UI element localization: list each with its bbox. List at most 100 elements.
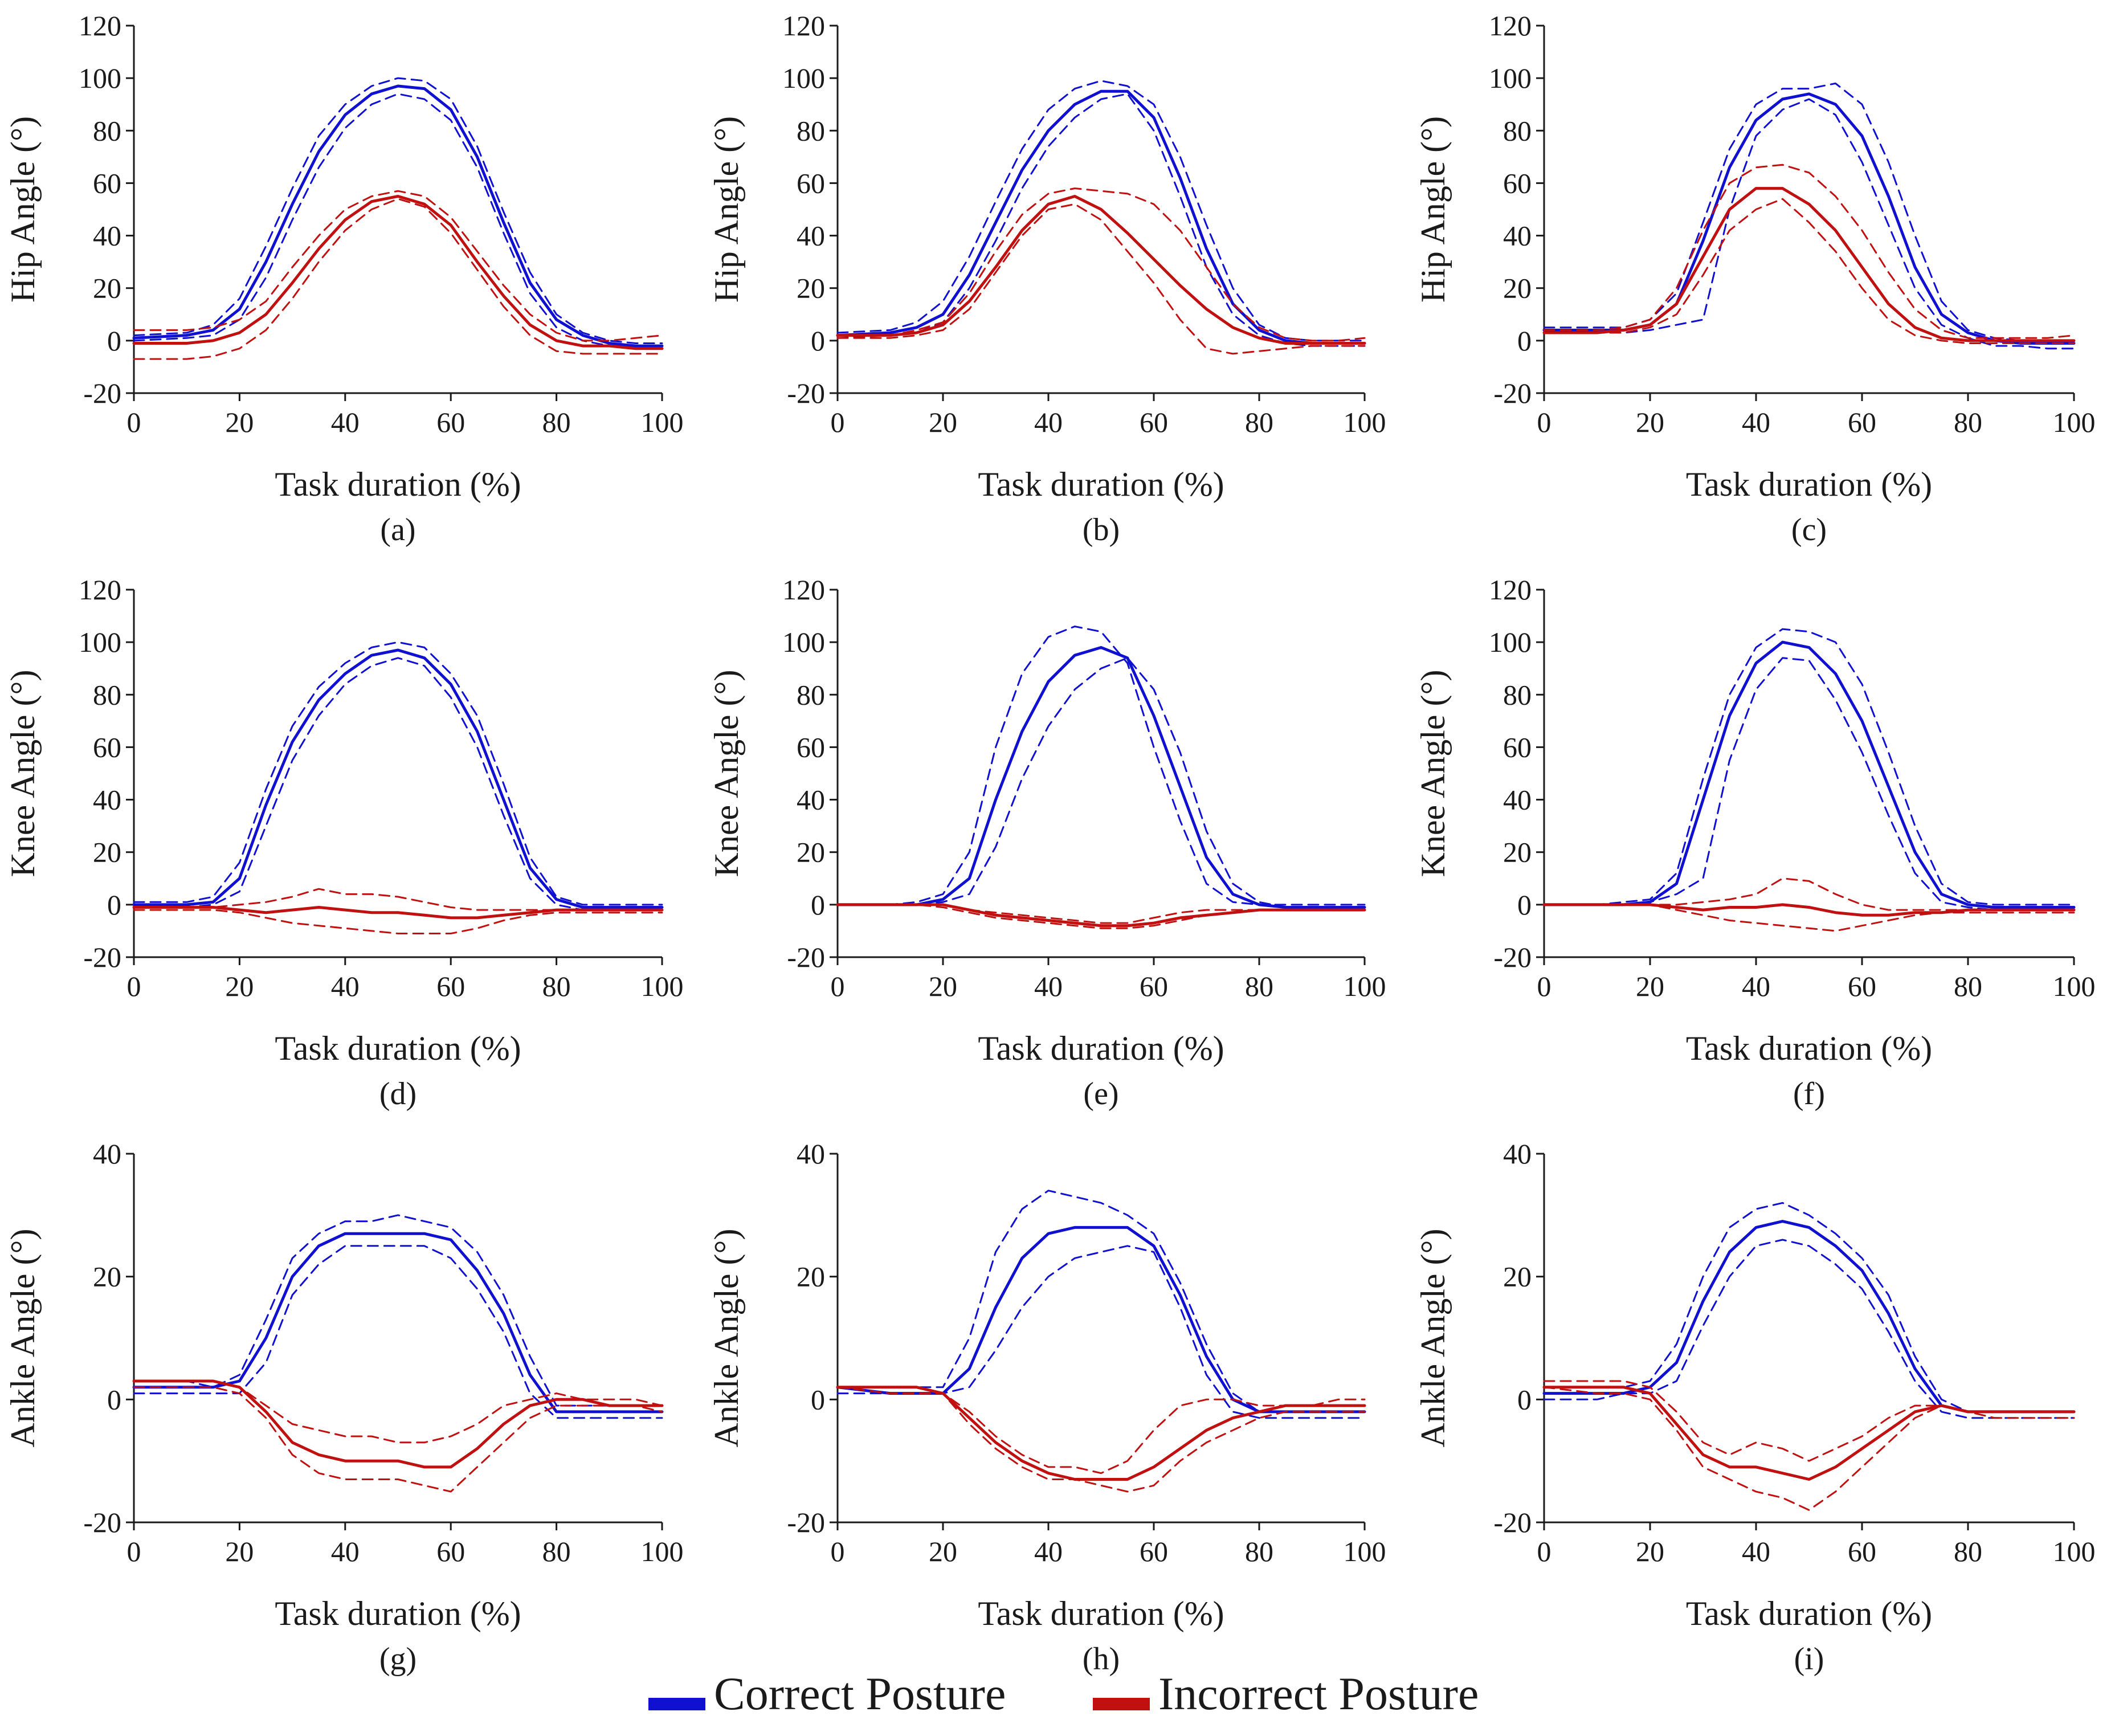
legend-label: Correct Posture [714, 1668, 1006, 1719]
x-axis-label: Task duration (%) [978, 1030, 1224, 1067]
y-tick-label: 100 [782, 626, 825, 658]
incorrect-posture-lower-line [133, 1386, 663, 1493]
incorrect-posture-upper-line [133, 888, 663, 911]
y-tick-label: 20 [797, 272, 825, 304]
x-tick-label: 100 [641, 1535, 684, 1567]
y-tick-label: -20 [1493, 941, 1532, 973]
y-tick-label: 120 [79, 574, 121, 606]
x-tick-label: 20 [225, 406, 254, 438]
x-tick-label: 60 [1848, 970, 1876, 1002]
x-tick-label: 0 [1537, 970, 1551, 1002]
x-tick-label: 80 [1954, 1535, 1982, 1567]
x-tick-label: 20 [1636, 406, 1664, 438]
incorrect-posture-mean-line [836, 1386, 1366, 1481]
correct-posture-upper-line [1543, 1202, 2075, 1413]
y-tick-label: 40 [797, 784, 825, 816]
y-tick-label: 0 [107, 1383, 121, 1415]
panel-label: (f) [1793, 1076, 1825, 1112]
x-tick-label: 40 [331, 970, 360, 1002]
y-axis-label: Ankle Angle (°) [1414, 1229, 1452, 1448]
y-tick-label: 0 [1517, 889, 1532, 921]
y-tick-label: 20 [1503, 836, 1532, 868]
x-tick-label: 20 [225, 1535, 254, 1567]
y-tick-label: 60 [1503, 731, 1532, 763]
y-axis-label: Hip Angle (°) [4, 116, 42, 303]
y-tick-label: 0 [811, 889, 825, 921]
correct-posture-mean-line [836, 646, 1366, 909]
y-tick-label: -20 [1493, 377, 1532, 409]
x-tick-label: 80 [542, 406, 571, 438]
incorrect-posture-lower-line [1543, 198, 2075, 344]
incorrect-posture-upper-line [1543, 164, 2075, 339]
y-tick-label: 80 [797, 115, 825, 146]
correct-posture-upper-line [133, 1214, 663, 1407]
x-tick-label: 60 [436, 1535, 465, 1567]
x-tick-label: 100 [1344, 406, 1386, 438]
incorrect-posture-upper-line [1543, 877, 2075, 911]
x-tick-label: 40 [1034, 1535, 1063, 1567]
y-tick-label: 60 [93, 167, 121, 199]
y-tick-label: 20 [93, 836, 121, 868]
y-tick-label: 100 [1489, 62, 1532, 94]
x-tick-label: 0 [831, 406, 845, 438]
x-axis-label: Task duration (%) [1686, 465, 1932, 503]
panel-label: (a) [380, 512, 415, 548]
y-tick-label: 80 [797, 679, 825, 710]
correct-posture-lower-line [836, 1245, 1366, 1419]
correct-posture-lower-line [1543, 657, 2075, 911]
x-tick-label: 20 [929, 406, 957, 438]
y-tick-label: 60 [93, 731, 121, 763]
panel-label: (e) [1083, 1076, 1118, 1112]
correct-posture-lower-line [133, 1245, 663, 1419]
x-tick-label: 0 [1537, 406, 1551, 438]
correct-posture-mean-line [1542, 640, 2076, 909]
x-tick-label: 0 [127, 970, 141, 1002]
y-tick-label: 20 [797, 836, 825, 868]
y-tick-label: 20 [797, 1261, 825, 1293]
x-tick-label: 80 [1245, 1535, 1273, 1567]
x-axis-label: Task duration (%) [1686, 1595, 1932, 1632]
correct-posture-mean-line [1542, 1220, 2076, 1414]
y-tick-label: 120 [1489, 574, 1532, 606]
correct-posture-lower-line [1543, 1239, 2075, 1419]
correct-posture-mean-line [132, 84, 664, 348]
y-tick-label: 100 [79, 626, 121, 658]
correct-posture-mean-line [836, 89, 1366, 345]
y-tick-label: 120 [782, 10, 825, 42]
x-tick-label: 80 [542, 970, 571, 1002]
correct-posture-upper-line [133, 641, 663, 906]
panel-label: (c) [1791, 512, 1827, 548]
x-axis-label: Task duration (%) [978, 465, 1224, 503]
y-tick-label: 40 [797, 220, 825, 252]
x-tick-label: 80 [1954, 970, 1982, 1002]
incorrect-posture-mean-line [1542, 1386, 2076, 1481]
y-tick-label: 40 [1503, 784, 1532, 816]
incorrect-posture-lower-line [836, 1386, 1366, 1493]
y-tick-label: 80 [1503, 115, 1532, 146]
x-tick-label: 60 [436, 970, 465, 1002]
correct-posture-mean-line [132, 648, 664, 909]
y-tick-label: 0 [811, 325, 825, 357]
y-tick-label: 0 [811, 1383, 825, 1415]
y-axis-label: Knee Angle (°) [4, 670, 42, 877]
y-tick-label: 20 [1503, 1261, 1532, 1293]
y-tick-label: -20 [83, 941, 121, 973]
x-tick-label: 40 [331, 1535, 360, 1567]
x-tick-label: 100 [1344, 970, 1386, 1002]
y-axis-label: Ankle Angle (°) [708, 1229, 745, 1448]
x-axis-label: Task duration (%) [275, 1030, 521, 1067]
x-axis-label: Task duration (%) [275, 1595, 521, 1632]
x-tick-label: 0 [1537, 1535, 1551, 1567]
y-tick-label: -20 [787, 1506, 825, 1538]
correct-posture-upper-line [836, 626, 1366, 906]
y-tick-label: 60 [1503, 167, 1532, 199]
y-tick-label: 40 [1503, 220, 1532, 252]
y-tick-label: 40 [93, 784, 121, 816]
panel-label: (h) [1083, 1641, 1120, 1677]
y-tick-label: 0 [1517, 325, 1532, 357]
